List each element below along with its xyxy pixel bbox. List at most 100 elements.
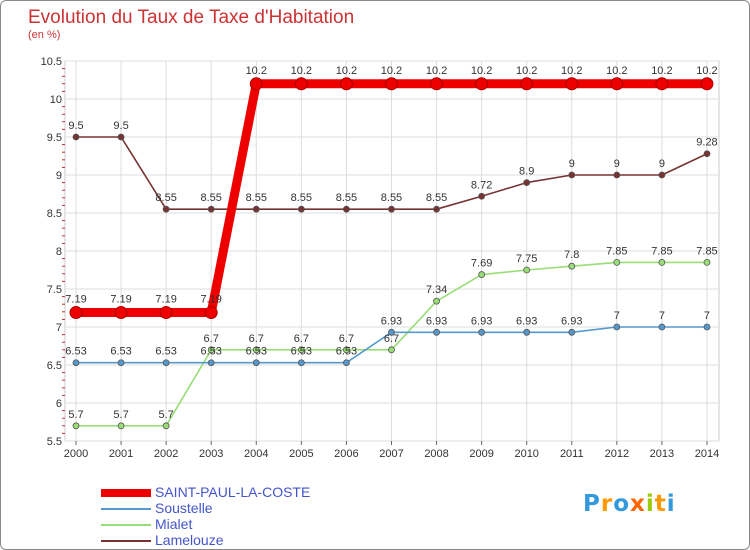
data-label: 6.53 [336, 346, 357, 358]
data-point [523, 328, 531, 336]
y-tick-label: 7 [56, 322, 62, 334]
x-tick-label: 2008 [424, 448, 448, 460]
data-point [252, 359, 260, 367]
y-tick-label: 9.5 [47, 132, 62, 144]
legend-label-mialet: Mialet [155, 516, 193, 532]
proxiti-logo: Proxiti [583, 491, 676, 517]
data-label: 10.2 [291, 65, 312, 77]
data-label: 10.2 [516, 65, 537, 77]
data-point [388, 346, 395, 354]
y-tick-label: 10.5 [41, 56, 62, 68]
logo-letter: P [583, 491, 601, 517]
data-label: 7 [659, 310, 665, 322]
y-tick-label: 9 [56, 170, 62, 182]
data-label: 9 [614, 158, 620, 170]
chart-title: Evolution du Taux de Taxe d'Habitation [28, 7, 355, 28]
data-label: 7 [614, 310, 620, 322]
data-point [703, 258, 711, 266]
data-label: 6.53 [200, 346, 221, 358]
data-point [658, 171, 666, 179]
y-tick-label: 8.5 [47, 208, 62, 220]
data-point [433, 328, 440, 336]
data-point [207, 346, 215, 354]
data-point [162, 205, 170, 213]
data-point [69, 306, 83, 320]
data-label: 6.7 [249, 333, 264, 345]
series-soustelle [72, 323, 711, 367]
x-tick-label: 2013 [650, 448, 674, 460]
data-label: 7.19 [110, 294, 131, 306]
data-point [297, 205, 305, 213]
x-tick-label: 2009 [469, 448, 493, 460]
data-point [252, 205, 260, 213]
data-label: 7.19 [65, 294, 86, 306]
data-label: 7.19 [200, 294, 221, 306]
data-label: 7.85 [651, 245, 672, 257]
x-tick-label: 2000 [64, 448, 88, 460]
x-tick-label: 2014 [695, 448, 719, 460]
data-label: 8.72 [471, 179, 492, 191]
data-label: 7.85 [606, 245, 627, 257]
legend-item-saint-paul: SAINT-PAUL-LA-COSTE [101, 484, 401, 501]
data-label: 10.2 [336, 65, 357, 77]
data-point [252, 346, 260, 354]
data-point [339, 77, 353, 91]
data-label: 8.55 [426, 192, 447, 204]
data-label: 6.93 [516, 315, 537, 327]
data-point [72, 133, 80, 141]
data-point [478, 271, 486, 278]
data-point [568, 171, 576, 179]
data-point [114, 306, 128, 320]
data-point [658, 323, 666, 331]
data-point [478, 192, 486, 200]
data-point [384, 77, 398, 91]
y-tick-label: 6.5 [47, 360, 62, 372]
data-label: 10.2 [561, 65, 582, 77]
y-unit-label: (en %) [28, 29, 61, 41]
data-point [700, 77, 714, 91]
data-point [703, 323, 711, 331]
data-label: 6.53 [110, 346, 131, 358]
data-point [613, 171, 621, 179]
data-point [117, 422, 125, 430]
data-point [343, 205, 350, 213]
data-label: 6.53 [155, 346, 176, 358]
data-point [565, 77, 579, 91]
data-point [703, 150, 711, 158]
data-point [523, 179, 531, 187]
y-tick-label: 10 [50, 94, 62, 106]
data-label: 6.53 [291, 346, 312, 358]
data-label: 8.55 [246, 192, 267, 204]
data-label: 8.9 [519, 166, 534, 178]
data-point [249, 77, 263, 91]
series-lamelouze [72, 133, 711, 213]
data-point [433, 205, 440, 213]
x-tick-label: 2004 [244, 448, 268, 460]
data-label: 5.7 [113, 409, 128, 421]
data-point [343, 359, 350, 367]
logo-letter: o [613, 491, 631, 517]
data-point [72, 359, 80, 367]
y-tick-label: 6 [56, 398, 62, 410]
y-tick-label: 5.5 [47, 436, 62, 448]
data-point [162, 422, 170, 430]
data-point [613, 258, 621, 266]
data-label: 9.28 [696, 137, 717, 149]
data-point [520, 77, 534, 91]
data-point [294, 77, 308, 91]
data-label: 10.2 [246, 65, 267, 77]
data-label: 7.19 [155, 294, 176, 306]
x-tick-label: 2010 [514, 448, 538, 460]
series-mialet [72, 258, 711, 430]
data-point [72, 422, 80, 430]
data-label: 10.2 [651, 65, 672, 77]
data-label: 6.7 [204, 333, 219, 345]
data-point [655, 77, 669, 91]
data-point [613, 323, 621, 331]
data-point [117, 359, 125, 367]
data-point [207, 205, 215, 213]
legend: SAINT-PAUL-LA-COSTE Soustelle Mialet Lam… [101, 484, 401, 549]
legend-label-lamelouze: Lamelouze [155, 532, 224, 548]
data-point [204, 306, 218, 320]
data-label: 6.7 [384, 333, 399, 345]
